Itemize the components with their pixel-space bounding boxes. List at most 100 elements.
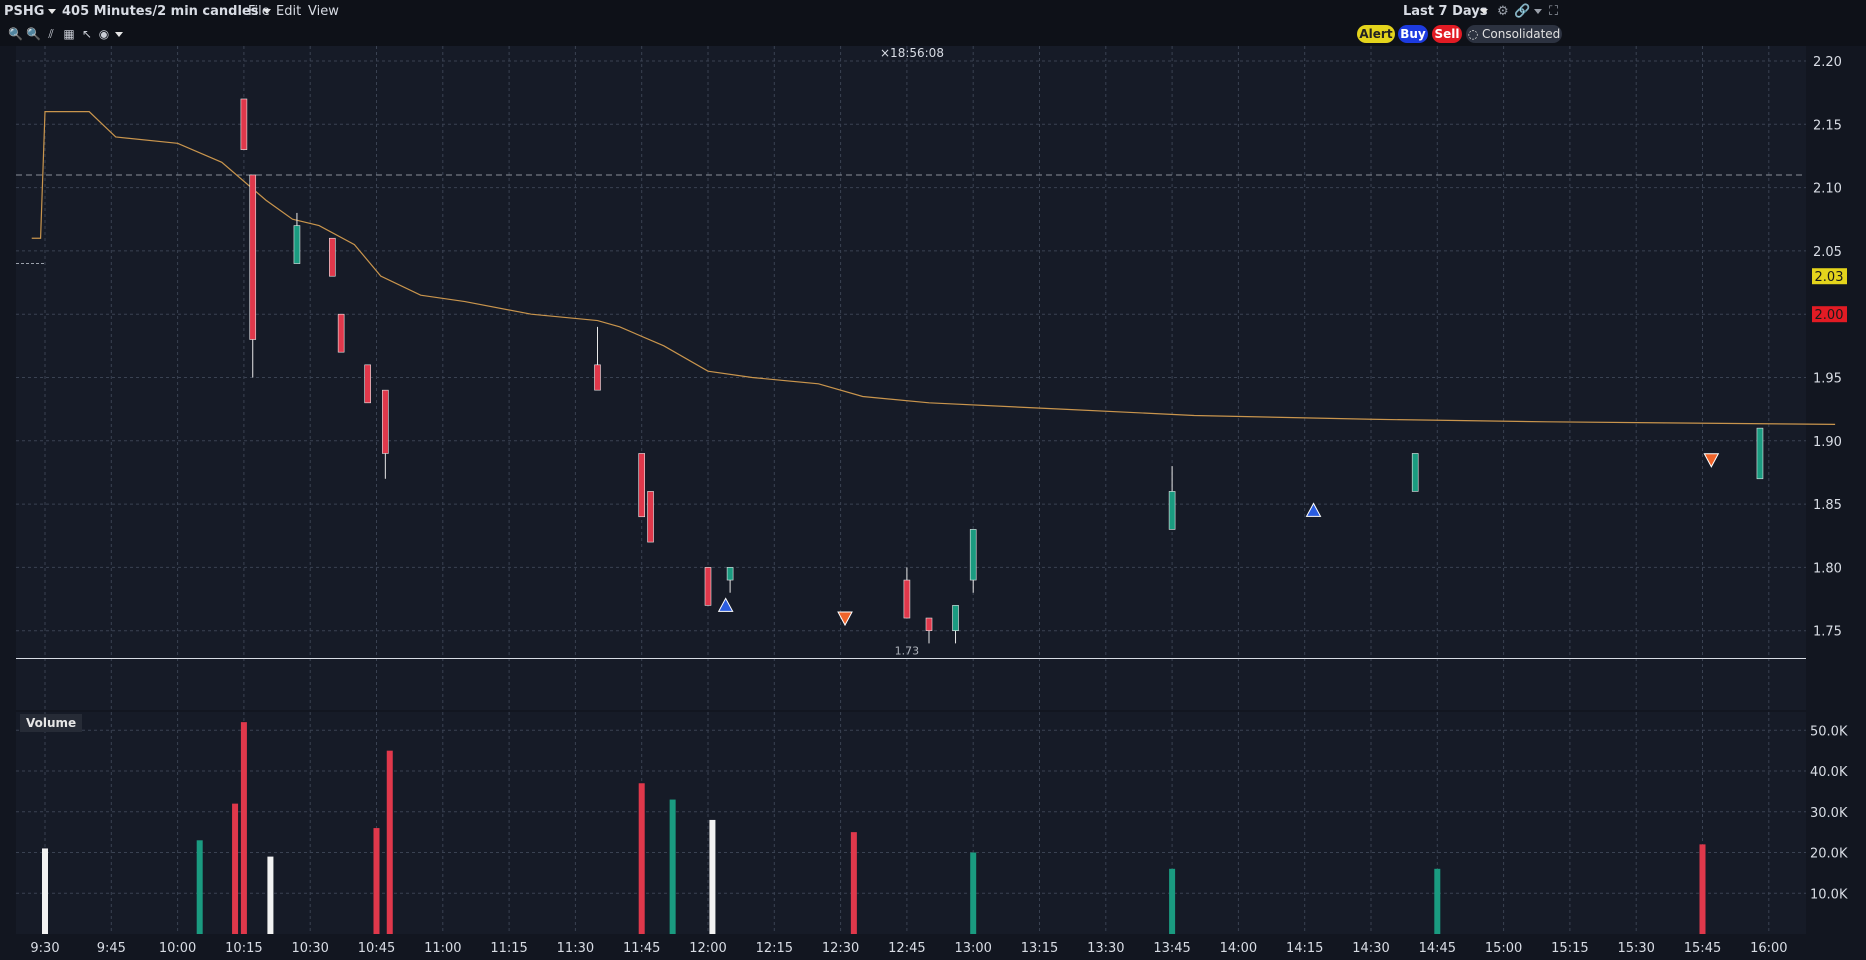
- zoom-out-icon[interactable]: 🔍: [26, 27, 41, 41]
- candle-down: [704, 567, 712, 606]
- candle-down: [925, 617, 933, 631]
- volume-bar: [386, 750, 393, 934]
- menu-bar: PSHG 405 Minutes/2 min candles File Edit…: [0, 0, 1866, 25]
- candle-down: [382, 389, 389, 454]
- price-tick-label: 2.20: [1813, 55, 1842, 70]
- cursor-time-label: ×18:56:08: [880, 46, 944, 60]
- volume-bar: [232, 803, 239, 934]
- consolidated-button[interactable]: ◌ Consolidated: [1466, 25, 1562, 43]
- price-volume-chart[interactable]: 9:30 9:45 10:00 10:15 10:30 10:45 11:00 11:15 11…: [0, 46, 1866, 960]
- draw-tools-icon[interactable]: ⫽: [48, 27, 54, 41]
- x-tick-label: 15:30: [1617, 941, 1654, 956]
- sell-button[interactable]: Sell: [1432, 25, 1462, 43]
- alert-button[interactable]: Alert: [1357, 25, 1395, 43]
- volume-bar: [196, 840, 203, 934]
- candle-down: [337, 313, 345, 353]
- bid-price-tag: [1812, 306, 1847, 323]
- timeframe-selector[interactable]: 405 Minutes/2 min candles: [62, 4, 271, 19]
- x-tick-label: 15:15: [1551, 941, 1588, 956]
- volume-bar: [42, 848, 48, 934]
- link-icon[interactable]: 🔗: [1514, 4, 1531, 19]
- x-tick-label: 9:45: [97, 941, 126, 956]
- volume-bar: [373, 828, 380, 934]
- buy-button[interactable]: Buy: [1398, 25, 1428, 43]
- volume-bar: [850, 832, 857, 934]
- chevron-down-icon: [48, 9, 57, 14]
- toolbar-dropdown-icon[interactable]: [112, 27, 126, 41]
- candle-down: [647, 491, 654, 543]
- sell-signal-marker: [837, 611, 853, 627]
- volume-bar: [638, 783, 645, 934]
- volume-bar: [970, 852, 977, 934]
- indicator-icon[interactable]: ▦: [63, 27, 75, 41]
- volume-bar: [669, 799, 676, 934]
- x-tick-label: 15:45: [1684, 941, 1721, 956]
- x-tick-label: 12:30: [822, 941, 859, 956]
- candle-down: [638, 453, 646, 518]
- x-tick-label: 10:30: [291, 941, 328, 956]
- chart-toolbar: 🔍 🔍 ⫽ ▦ ↖ ◉: [0, 24, 1866, 46]
- candle-up: [1168, 491, 1176, 530]
- x-tick-label: 13:45: [1153, 941, 1190, 956]
- x-tick-label: 10:45: [358, 941, 395, 956]
- x-tick-label: 11:45: [623, 941, 660, 956]
- candle-up: [726, 567, 734, 581]
- x-tick-label: 10:15: [225, 941, 262, 956]
- candle-up: [1756, 427, 1764, 480]
- window-menu-icon[interactable]: [1534, 4, 1542, 19]
- volume-tick-label: 50.0K: [1810, 724, 1848, 739]
- volume-panel-bg: [16, 712, 1806, 934]
- candle-down: [594, 364, 601, 391]
- volume-tick-label: 10.0K: [1810, 887, 1848, 902]
- volume-bar: [1699, 844, 1706, 934]
- volume-bar: [267, 856, 274, 934]
- last-price-tag: [1812, 268, 1847, 285]
- candle-down: [364, 364, 371, 404]
- x-tick-label: 14:30: [1352, 941, 1389, 956]
- candle-down: [328, 237, 336, 277]
- x-tick-label: 14:45: [1419, 941, 1456, 956]
- volume-bar: [1169, 868, 1176, 934]
- volume-tick-label: 40.0K: [1810, 765, 1848, 780]
- symbol-selector[interactable]: PSHG: [4, 4, 57, 19]
- x-tick-label: 11:00: [424, 941, 461, 956]
- volume-bar: [1434, 868, 1441, 934]
- price-tick-label: 1.90: [1813, 435, 1842, 450]
- price-tick-label: 1.75: [1813, 625, 1842, 640]
- settings-icon[interactable]: ⚙: [1497, 4, 1509, 19]
- chevron-down-icon: [262, 9, 271, 14]
- menu-file[interactable]: File: [248, 4, 270, 19]
- price-tick-label: 1.95: [1813, 372, 1842, 387]
- globe-icon[interactable]: ◉: [98, 27, 110, 41]
- x-tick-label: 13:30: [1087, 941, 1124, 956]
- price-tick-label: 2.05: [1813, 245, 1842, 260]
- last-price-tag-text: 2.03: [1815, 270, 1844, 285]
- sell-signal-marker: [1703, 453, 1720, 468]
- price-tick-label: 2.10: [1813, 182, 1842, 197]
- x-tick-label: 10:00: [159, 941, 196, 956]
- candle-down: [903, 579, 911, 619]
- range-dropdown-icon[interactable]: [1480, 4, 1488, 19]
- x-tick-label: 11:30: [557, 941, 594, 956]
- buy-signal-marker: [1305, 502, 1322, 517]
- x-tick-label: 16:00: [1750, 941, 1787, 956]
- buy-signal-marker: [717, 597, 734, 612]
- x-tick-label: 14:00: [1220, 941, 1257, 956]
- candle-up: [952, 605, 959, 632]
- x-tick-label: 14:15: [1286, 941, 1323, 956]
- bid-price-tag-text: 2.00: [1815, 308, 1844, 323]
- volume-panel-tab[interactable]: Volume: [20, 714, 83, 732]
- menu-edit[interactable]: Edit: [276, 4, 302, 19]
- vwap-line: [31, 111, 1836, 425]
- zoom-in-icon[interactable]: 🔍: [8, 27, 23, 41]
- consolidated-icon: ◌: [1467, 27, 1483, 41]
- price-tick-label: 1.85: [1813, 498, 1842, 513]
- x-tick-label: 13:00: [954, 941, 991, 956]
- maximize-icon[interactable]: ⛶: [1549, 4, 1559, 19]
- candle-up: [293, 225, 301, 264]
- range-selector[interactable]: Last 7 Days: [1403, 4, 1488, 19]
- menu-view[interactable]: View: [308, 4, 339, 19]
- cursor-icon[interactable]: ↖: [81, 27, 93, 41]
- price-tick-label: 1.80: [1813, 561, 1842, 576]
- candle-up: [969, 529, 977, 581]
